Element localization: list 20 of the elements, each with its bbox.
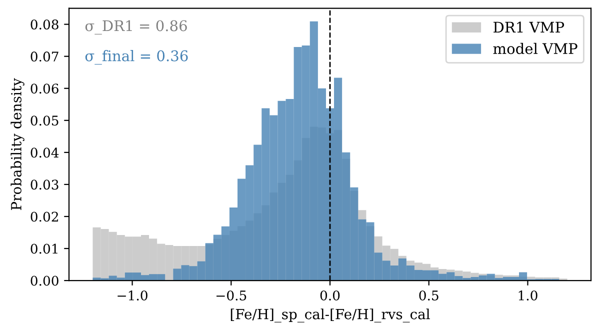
y-tick-label: 0.08	[30, 20, 58, 30]
legend-label: model VMP	[493, 42, 578, 54]
y-tick-label: 0.05	[30, 116, 58, 126]
y-axis-title: Probability density	[10, 78, 24, 210]
y-tick-label: 0.06	[30, 84, 58, 94]
x-tick-label: −0.5	[216, 290, 246, 300]
y-tick-label: 0.03	[30, 180, 58, 190]
x-axis-title: [Fe/H]_sp_cal-[Fe/H]_rvs_cal	[230, 308, 430, 322]
x-tick-label: −1.0	[118, 290, 148, 300]
x-tick-label: 0.5	[419, 290, 438, 300]
y-tick-label: 0.02	[30, 212, 58, 222]
y-tick-label: 0.04	[30, 148, 59, 158]
legend-label: DR1 VMP	[494, 22, 564, 33]
annotation: σ_DR1 = 0.86	[85, 20, 187, 34]
x-tick-label: 0.0	[320, 290, 340, 300]
annotation: σ_final = 0.36	[85, 50, 188, 65]
y-tick-label: 0.07	[30, 52, 58, 62]
x-tick-label: 1.0	[518, 290, 538, 300]
y-tick-label: 0.00	[30, 276, 58, 286]
y-tick-label: 0.01	[30, 244, 58, 254]
